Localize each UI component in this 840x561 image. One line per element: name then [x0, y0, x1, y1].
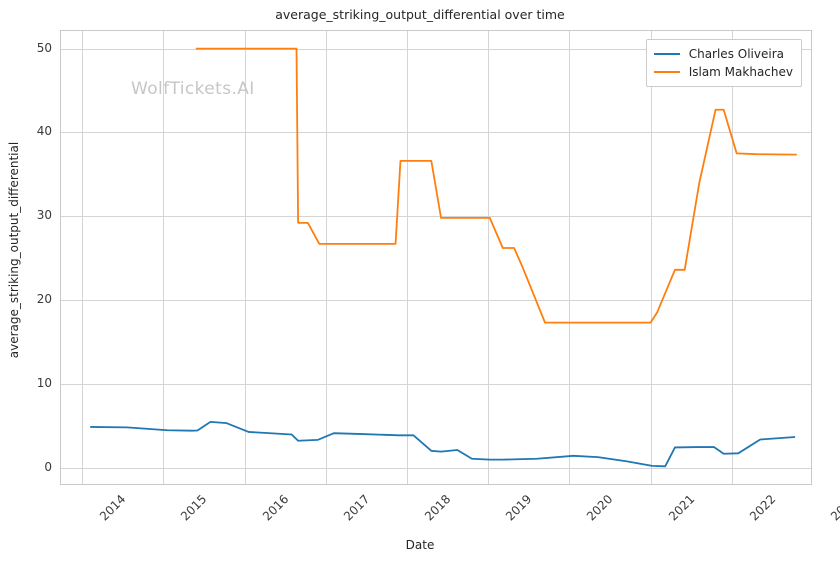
y-axis-tick: 0: [44, 459, 52, 474]
legend-item[interactable]: Islam Makhachev: [653, 63, 793, 81]
gridline-horizontal: [61, 300, 811, 301]
x-axis-tick: 2018: [421, 492, 454, 524]
gridline-vertical: [407, 31, 408, 484]
gridline-vertical: [731, 31, 733, 484]
x-axis-tick: 2021: [665, 492, 698, 524]
legend-color-swatch: [653, 53, 680, 55]
gridline-vertical: [82, 31, 84, 484]
y-axis-label: average_striking_output_differential: [7, 141, 21, 359]
x-axis-tick: 2017: [340, 492, 373, 524]
x-axis-tick: 2020: [584, 492, 616, 524]
chart-title: average_striking_output_differential ove…: [275, 7, 565, 22]
y-axis-tick: 20: [36, 291, 52, 306]
x-axis-tick: 2023: [827, 492, 840, 524]
x-axis-label: Date: [405, 538, 435, 552]
gridline-horizontal: [61, 132, 811, 134]
gridline-vertical: [650, 31, 652, 484]
gridline-vertical: [488, 31, 490, 484]
y-axis-tick: 10: [36, 375, 52, 390]
x-axis-tick: 2014: [97, 492, 129, 524]
x-axis-tick: 2019: [503, 492, 535, 524]
gridline-vertical: [569, 31, 571, 484]
legend-item[interactable]: Charles Oliveira: [653, 45, 793, 63]
gridline-horizontal: [61, 216, 811, 218]
legend-color-swatch: [653, 71, 680, 73]
gridline-horizontal: [61, 383, 811, 385]
chart-legend[interactable]: Charles Oliveira Islam Makhachev: [645, 39, 802, 87]
series-lines: [90, 47, 797, 468]
gridline-horizontal: [61, 467, 811, 469]
x-axis-tick: 2022: [746, 492, 779, 524]
y-axis-tick: 50: [36, 40, 52, 55]
legend-label: Islam Makhachev: [688, 65, 793, 79]
gridline-vertical: [325, 31, 327, 484]
gridline-vertical: [163, 31, 165, 484]
x-axis-tick: 2015: [178, 492, 210, 524]
plot-area: WolfTickets.AI Charles Oliveira Islam Mak…: [60, 30, 812, 485]
legend-label: Charles Oliveira: [688, 47, 784, 61]
series-line: [195, 47, 797, 324]
y-axis-tick: 30: [36, 208, 52, 223]
series-line: [90, 420, 796, 468]
gridline-vertical: [244, 31, 246, 484]
gridline-horizontal: [61, 48, 811, 50]
x-axis-tick: 2016: [259, 492, 291, 524]
y-axis-tick: 40: [36, 124, 52, 139]
